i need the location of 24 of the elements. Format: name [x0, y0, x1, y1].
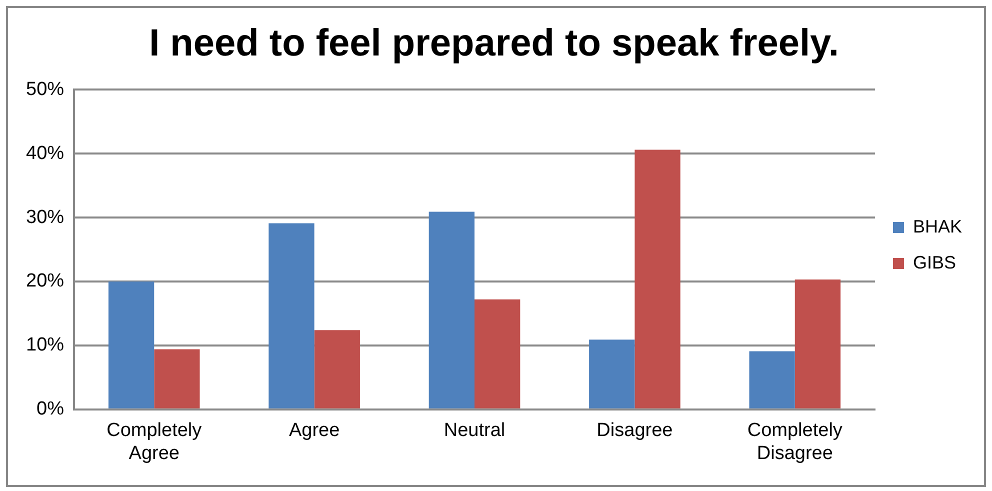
x-tick-label: Completely Agree — [106, 420, 202, 464]
y-tick-label: 20% — [26, 270, 64, 292]
bar — [268, 223, 314, 408]
y-tick-label: 0% — [36, 398, 64, 420]
y-tick-label: 40% — [26, 142, 64, 164]
bar — [108, 281, 154, 408]
y-tick-label: 50% — [26, 78, 64, 100]
bar — [749, 351, 795, 408]
bar — [794, 280, 841, 408]
bar — [589, 340, 635, 408]
x-tick-label: Completely Disagree — [747, 420, 843, 464]
bar — [634, 150, 680, 408]
bar — [154, 349, 200, 408]
bar — [314, 330, 360, 408]
legend-label: BHAK — [912, 216, 962, 236]
y-tick-label: 30% — [26, 206, 64, 228]
x-tick-label: Agree — [288, 420, 340, 442]
chart-title: I need to feel prepared to speak freely. — [149, 22, 839, 64]
bar — [474, 299, 520, 408]
legend-label: GIBS — [912, 252, 956, 272]
x-tick-label: Disagree — [596, 420, 673, 442]
y-tick-label: 10% — [26, 334, 64, 356]
bar — [428, 212, 475, 408]
x-tick-label: Neutral — [444, 420, 506, 442]
